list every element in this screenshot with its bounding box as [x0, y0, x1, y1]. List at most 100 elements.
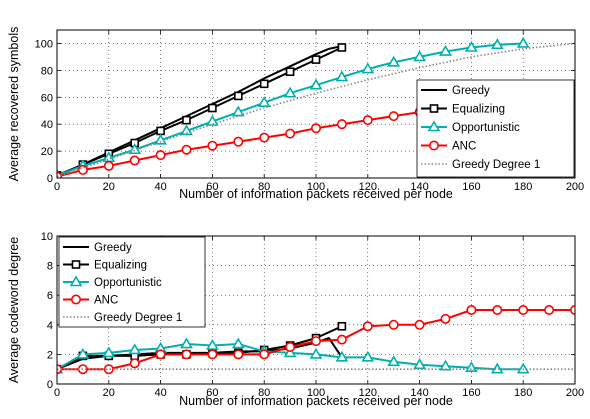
recovered-symbols-chart: 0 20 40 60 80 100 120 140 160 180 200020406080100N… [7, 27, 584, 201]
data-point-opportunistic [128, 343, 142, 355]
data-point-anc [362, 321, 373, 332]
legend-marker-anc [428, 140, 439, 151]
data-point-anc [155, 150, 166, 161]
y-tick-label: 6 [47, 290, 53, 302]
legend-label-anc: ANC [452, 141, 476, 153]
data-point-anc [310, 336, 321, 347]
legend-marker-equalizing [71, 260, 81, 269]
data-point-anc [336, 119, 347, 130]
legend-box [416, 79, 575, 178]
data-point-equalizing [337, 321, 347, 331]
data-point-opportunistic [361, 62, 375, 74]
data-point-opportunistic [154, 133, 167, 145]
data-point-opportunistic [309, 78, 323, 90]
data-point-anc [259, 349, 270, 360]
data-point-anc [285, 341, 296, 352]
data-point-opportunistic [516, 36, 530, 48]
data-point-anc [544, 304, 555, 315]
series-group [57, 304, 575, 375]
data-point-opportunistic [361, 350, 375, 362]
y-tick-label: 10 [41, 231, 53, 243]
data-point-opportunistic [231, 105, 245, 117]
x-tick-label: 160 [462, 181, 480, 193]
data-point-opportunistic [206, 114, 219, 126]
x-tick-label: 160 [462, 387, 480, 399]
y-tick-label: 2 [47, 349, 53, 361]
data-point-opportunistic [76, 347, 90, 359]
legend-label-opportunistic: Opportunistic [452, 122, 520, 134]
data-point-opportunistic [206, 338, 219, 350]
data-point-equalizing [234, 91, 243, 101]
y-tick-label: 80 [41, 65, 53, 77]
x-tick-label: 0 [54, 181, 60, 193]
x-tick-label: 140 [410, 181, 428, 193]
legend-label-greedy: Greedy [94, 242, 132, 254]
data-point-anc [466, 304, 477, 315]
legend-marker-opportunistic [69, 275, 83, 287]
x-tick-label: 140 [410, 387, 428, 399]
data-point-opportunistic [413, 358, 426, 370]
data-point-anc [181, 144, 192, 155]
data-point-anc [388, 319, 399, 330]
data-point-anc [518, 304, 529, 315]
y-tick-label: 20 [41, 146, 53, 158]
y-tick-label: 0 [47, 379, 53, 391]
data-point-equalizing [311, 55, 321, 64]
data-point-opportunistic [413, 50, 426, 62]
x-tick-label: 200 [566, 387, 584, 399]
y-tick-label: 60 [41, 92, 53, 104]
y-axis-label: Average codeword degree [7, 237, 21, 383]
data-point-equalizing [156, 126, 165, 136]
data-point-anc [336, 334, 347, 345]
axes-frame [56, 235, 576, 385]
legend: Greedy Equalizing Opportunistic ANC Greedy D… [416, 79, 575, 178]
data-point-anc [207, 349, 218, 360]
data-point-anc [103, 364, 114, 375]
data-point-anc [310, 123, 321, 134]
data-point-opportunistic [283, 346, 297, 358]
x-axis-label: Number of information packets received p… [179, 187, 453, 201]
series-line-equalizing [57, 46, 343, 177]
data-point-anc [285, 128, 296, 139]
data-point-equalizing [337, 43, 347, 52]
x-tick-label: 180 [514, 181, 532, 193]
x-tick-label: 40 [154, 181, 166, 193]
data-point-opportunistic [465, 40, 478, 52]
series-line-greedy-degree-1 [57, 42, 575, 178]
data-point-equalizing [259, 79, 269, 89]
x-tick-label: 40 [154, 387, 166, 399]
data-point-anc [440, 313, 451, 324]
legend-label-opportunistic: Opportunistic [94, 277, 162, 289]
legend-label-equalizing: Equalizing [94, 260, 147, 272]
data-point-opportunistic [387, 55, 401, 67]
legend-label-greedy-degree-1: Greedy Degree 1 [94, 312, 182, 324]
x-axis-label: Number of information packets received p… [179, 394, 453, 408]
data-point-opportunistic [180, 124, 193, 136]
data-point-anc [414, 319, 425, 330]
data-point-opportunistic [257, 96, 271, 107]
x-tick-label: 120 [359, 387, 377, 399]
x-tick-label: 180 [514, 387, 532, 399]
data-point-anc [103, 160, 114, 171]
x-tick-label: 20 [103, 181, 115, 193]
legend-marker-equalizing [429, 104, 439, 113]
data-point-opportunistic [102, 346, 116, 358]
y-tick-label: 40 [41, 119, 53, 131]
data-point-opportunistic [335, 350, 349, 362]
data-point-opportunistic [231, 337, 245, 349]
x-tick-label: 60 [206, 387, 218, 399]
x-tick-label: 200 [566, 181, 584, 193]
data-point-equalizing [208, 103, 217, 113]
data-point-equalizing [182, 115, 191, 125]
data-point-anc [388, 111, 399, 122]
legend: Greedy Equalizing Opportunistic ANC Greedy D… [58, 236, 206, 328]
legend-label-anc: ANC [94, 295, 118, 307]
legend-marker-opportunistic [427, 120, 441, 132]
data-point-anc [77, 164, 88, 175]
y-tick-label: 100 [35, 38, 53, 50]
data-point-anc [362, 115, 373, 126]
data-point-anc [233, 136, 244, 147]
legend-label-greedy: Greedy [452, 85, 490, 97]
x-tick-label: 20 [103, 387, 115, 399]
